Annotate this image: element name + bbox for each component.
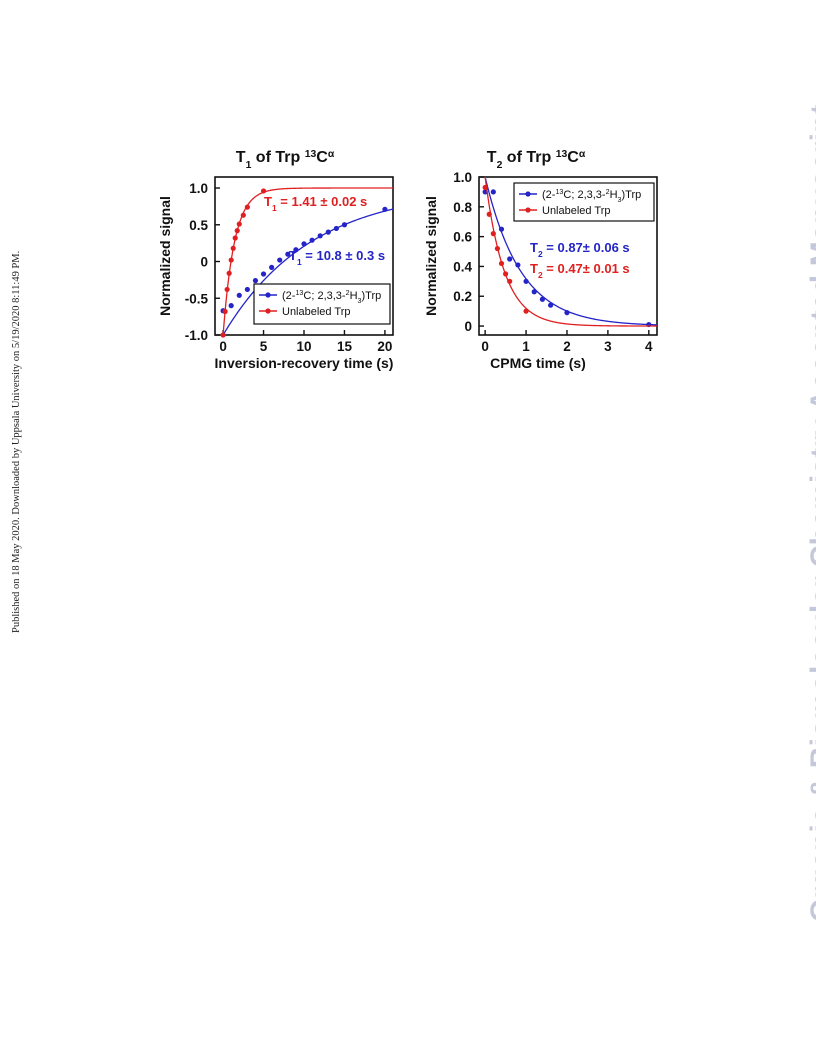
publication-note-text: Published on 18 May 2020. Downloaded by … [11, 250, 22, 633]
y-axis-label: Normalized signal [423, 196, 439, 316]
fit-result-annotation: T2 = 0.87± 0.06 s [530, 240, 630, 259]
legend-swatch-dot [525, 191, 531, 197]
journal-watermark-text: Organic & Biomolecular Chemistry Accepte… [805, 104, 816, 922]
fit-curve-series-2 [484, 177, 657, 327]
x-tick-label: 5 [260, 339, 268, 354]
data-point-series-1 [507, 256, 513, 262]
data-point-series-2 [228, 257, 234, 263]
data-point-series-1 [382, 206, 388, 212]
data-point-series-1 [490, 189, 496, 195]
data-point-series-1 [548, 302, 554, 308]
t2-relaxation-chart: T2 of Trp 13Cα 0 1 2 3 4 0 0.2 0.4 0.6 0.8 1.0 CPMG … [423, 149, 658, 371]
data-point-series-1 [309, 237, 315, 243]
y-tick-label: 0.4 [453, 259, 472, 274]
data-point-series-1 [325, 229, 331, 235]
legend-entry: (2-13C; 2,3,3-2H3)Trp [542, 188, 641, 204]
data-point-series-1 [260, 271, 267, 277]
data-point-series-2 [482, 184, 488, 191]
data-point-series-2 [240, 212, 246, 218]
data-point-series-1 [269, 264, 275, 270]
fit-result-annotation: T1 = 10.8 ± 0.3 s [289, 248, 385, 267]
data-point-series-1 [333, 225, 339, 232]
fit-result-annotation: T1 = 1.41 ± 0.02 s [264, 194, 367, 213]
data-point-series-2 [523, 308, 529, 314]
data-point-series-2 [507, 278, 513, 284]
x-tick-label: 20 [377, 339, 392, 354]
legend-swatch-dot [525, 207, 531, 213]
data-point-series-2 [260, 188, 267, 194]
x-tick-label: 3 [604, 339, 612, 354]
fit-curve-series-2 [222, 187, 393, 335]
x-tick-label: 15 [337, 339, 353, 354]
data-point-series-2 [244, 204, 250, 210]
data-point-series-1 [531, 289, 537, 295]
y-tick-label: 0.6 [453, 230, 472, 245]
y-tick-label: 0.8 [453, 200, 472, 215]
t1-relaxation-chart: T1 of Trp 13Cα 0 5 10 15 20 -1.0 -0.5 0 0.5 1.0 Inv… [157, 149, 394, 371]
data-point-series-1 [515, 262, 521, 268]
data-point-series-2 [490, 231, 496, 237]
legend-entry: Unlabeled Trp [282, 306, 351, 318]
data-point-series-1 [523, 278, 529, 284]
data-point-series-1 [564, 310, 570, 316]
y-tick-label: 0.2 [453, 289, 472, 304]
y-axis-label: Normalized signal [157, 196, 173, 316]
x-tick-label: 0 [481, 339, 489, 354]
legend-box [513, 182, 655, 222]
x-tick-label: 10 [296, 339, 311, 354]
data-point-series-2 [232, 235, 238, 241]
data-point-series-2 [222, 308, 228, 315]
data-point-series-2 [224, 286, 230, 293]
data-point-series-1 [236, 292, 242, 298]
data-point-series-1 [341, 222, 348, 228]
y-tick-label: 0.5 [189, 218, 208, 233]
data-point-series-2 [486, 211, 492, 217]
chart-title: T2 of Trp 13Cα [487, 149, 586, 171]
data-point-series-1 [539, 296, 546, 302]
fit-curve-series-1 [484, 177, 657, 326]
data-point-series-1 [317, 233, 323, 239]
y-tick-label: -1.0 [185, 328, 208, 343]
x-tick-label: 1 [522, 339, 530, 354]
legend-swatch-dot [265, 292, 271, 298]
fit-result-annotation: T2 = 0.47± 0.01 s [530, 261, 630, 280]
legend-box [253, 283, 391, 325]
data-point-series-1 [285, 251, 291, 257]
x-tick-label: 4 [645, 339, 653, 354]
data-point-series-1 [293, 247, 299, 253]
x-axis-label: CPMG time (s) [490, 355, 586, 371]
legend-entry: Unlabeled Trp [542, 205, 611, 217]
data-point-series-1 [277, 257, 283, 263]
data-point-series-2 [226, 270, 232, 276]
data-point-series-1 [244, 286, 250, 293]
data-point-series-1 [252, 278, 259, 284]
data-point-series-2 [494, 245, 501, 252]
y-tick-label: 0 [464, 319, 472, 334]
plot-frame [478, 176, 658, 336]
y-tick-label: 1.0 [453, 170, 472, 185]
data-point-series-1 [498, 226, 505, 232]
y-tick-label: 0 [200, 255, 208, 270]
data-point-series-2 [502, 271, 509, 277]
chart-title: T1 of Trp 13Cα [236, 149, 335, 171]
data-point-series-1 [228, 303, 234, 309]
data-point-series-2 [234, 228, 240, 234]
data-point-series-2 [236, 221, 242, 227]
data-point-series-2 [230, 245, 236, 251]
fit-curve-series-1 [222, 208, 393, 335]
x-tick-label: 0 [219, 339, 227, 354]
data-point-series-2 [220, 332, 226, 338]
y-tick-label: -0.5 [185, 291, 209, 306]
data-point-series-1 [301, 241, 307, 247]
data-point-series-2 [498, 260, 505, 267]
legend-entry: (2-13C; 2,3,3-2H3)Trp [282, 289, 381, 305]
y-tick-label: 1.0 [189, 181, 208, 196]
x-axis-label: Inversion-recovery time (s) [215, 355, 394, 371]
legend-swatch-dot [265, 308, 271, 314]
x-tick-label: 2 [563, 339, 571, 354]
